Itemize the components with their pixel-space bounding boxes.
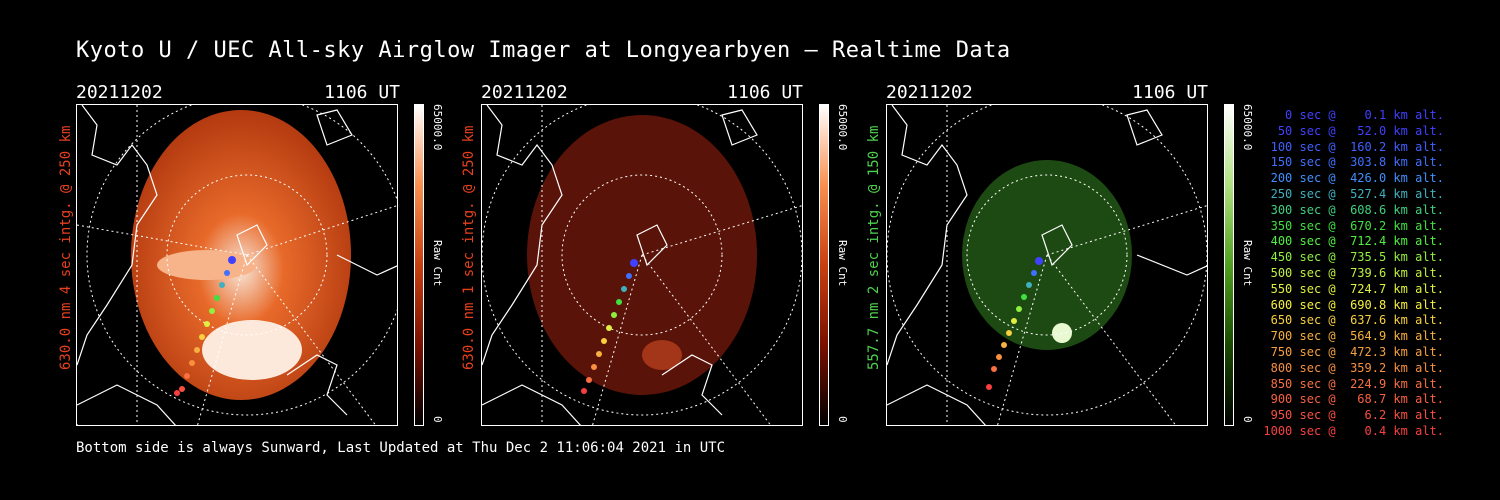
panel-2-colorbar-min: 0 bbox=[836, 416, 849, 423]
legend-row: 700 sec @ 564.9 km alt. bbox=[1263, 329, 1444, 344]
panel-3-colorbar-max: 65000.0 bbox=[1241, 104, 1254, 151]
footer-note: Bottom side is always Sunward, Last Upda… bbox=[76, 440, 726, 456]
panel-2-colorbar-max: 65000.0 bbox=[836, 104, 849, 151]
panel-3-date: 20211202 bbox=[886, 82, 973, 103]
coastlines bbox=[482, 105, 758, 425]
panel-1-colorbar-min: 0 bbox=[431, 416, 444, 423]
page-title: Kyoto U / UEC All-sky Airglow Imager at … bbox=[76, 38, 1011, 63]
panel-2-allsky-image bbox=[481, 104, 803, 426]
panel-2-side-label: 630.0 nm 1 sec intg. @ 250 km bbox=[461, 125, 477, 370]
legend-row: 450 sec @ 735.5 km alt. bbox=[1263, 250, 1444, 265]
legend-row: 350 sec @ 670.2 km alt. bbox=[1263, 218, 1444, 233]
panel-1-colorbar-unit: Raw Cnt bbox=[431, 240, 444, 287]
legend-row: 600 sec @ 690.8 km alt. bbox=[1263, 297, 1444, 312]
legend-row: 400 sec @ 712.4 km alt. bbox=[1263, 234, 1444, 249]
panel-2-colorbar bbox=[819, 104, 829, 426]
panel-3-time: 1106 UT bbox=[1132, 82, 1208, 103]
legend-row: 150 sec @ 303.8 km alt. bbox=[1263, 155, 1444, 170]
aurora-bright-region bbox=[1052, 323, 1072, 343]
aurora-bright-region bbox=[202, 320, 302, 380]
satellite-track bbox=[174, 256, 236, 396]
panel-3-colorbar-unit: Raw Cnt bbox=[1241, 240, 1254, 287]
panel-1-date: 20211202 bbox=[76, 82, 163, 103]
legend-row: 750 sec @ 472.3 km alt. bbox=[1263, 344, 1444, 359]
panel-3-colorbar bbox=[1224, 104, 1234, 426]
legend-row: 0 sec @ 0.1 km alt. bbox=[1263, 108, 1444, 122]
coastlines bbox=[77, 105, 397, 425]
grid-lines bbox=[77, 105, 397, 425]
legend-row: 800 sec @ 359.2 km alt. bbox=[1263, 360, 1444, 375]
panel-1-image-svg bbox=[77, 105, 397, 425]
panel-2-image-svg bbox=[482, 105, 802, 425]
legend-row: 250 sec @ 527.4 km alt. bbox=[1263, 186, 1444, 201]
legend-row: 50 sec @ 52.0 km alt. bbox=[1263, 123, 1444, 138]
legend-row: 950 sec @ 6.2 km alt. bbox=[1263, 408, 1444, 423]
satellite-track bbox=[986, 257, 1043, 390]
grid-lines bbox=[887, 105, 1207, 425]
panel-1-colorbar bbox=[414, 104, 424, 426]
legend-row: 550 sec @ 724.7 km alt. bbox=[1263, 281, 1444, 296]
legend-row: 650 sec @ 637.6 km alt. bbox=[1263, 313, 1444, 328]
satellite-track bbox=[581, 259, 638, 394]
panel-3-image-svg bbox=[887, 105, 1207, 425]
panel-1-allsky-image bbox=[76, 104, 398, 426]
panel-1-side-label: 630.0 nm 4 sec intg. @ 250 km bbox=[58, 125, 74, 370]
panel-3-allsky-image bbox=[886, 104, 1208, 426]
panel-3-colorbar-min: 0 bbox=[1241, 416, 1254, 423]
panel-2-date: 20211202 bbox=[481, 82, 568, 103]
satellite-track-legend: 0 sec @ 0.1 km alt. 50 sec @ 52.0 km alt… bbox=[1262, 108, 1444, 440]
aurora-arc bbox=[157, 250, 257, 280]
legend-row: 200 sec @ 426.0 km alt. bbox=[1263, 171, 1444, 186]
legend-row: 1000 sec @ 0.4 km alt. bbox=[1263, 423, 1444, 438]
grid-lines bbox=[482, 105, 802, 425]
panel-3-side-label: 557.7 nm 2 sec intg. @ 150 km bbox=[866, 125, 882, 370]
legend-row: 850 sec @ 224.9 km alt. bbox=[1263, 376, 1444, 391]
legend-row: 300 sec @ 608.6 km alt. bbox=[1263, 202, 1444, 217]
panel-1-time: 1106 UT bbox=[324, 82, 400, 103]
legend-row: 500 sec @ 739.6 km alt. bbox=[1263, 265, 1444, 280]
panel-1-colorbar-max: 65000.0 bbox=[431, 104, 444, 151]
panel-2-time: 1106 UT bbox=[727, 82, 803, 103]
aurora-bright-region bbox=[642, 340, 682, 370]
legend-row: 100 sec @ 160.2 km alt. bbox=[1263, 139, 1444, 154]
legend-row: 900 sec @ 68.7 km alt. bbox=[1263, 392, 1444, 407]
panel-2-colorbar-unit: Raw Cnt bbox=[836, 240, 849, 287]
coastlines bbox=[887, 105, 1207, 425]
